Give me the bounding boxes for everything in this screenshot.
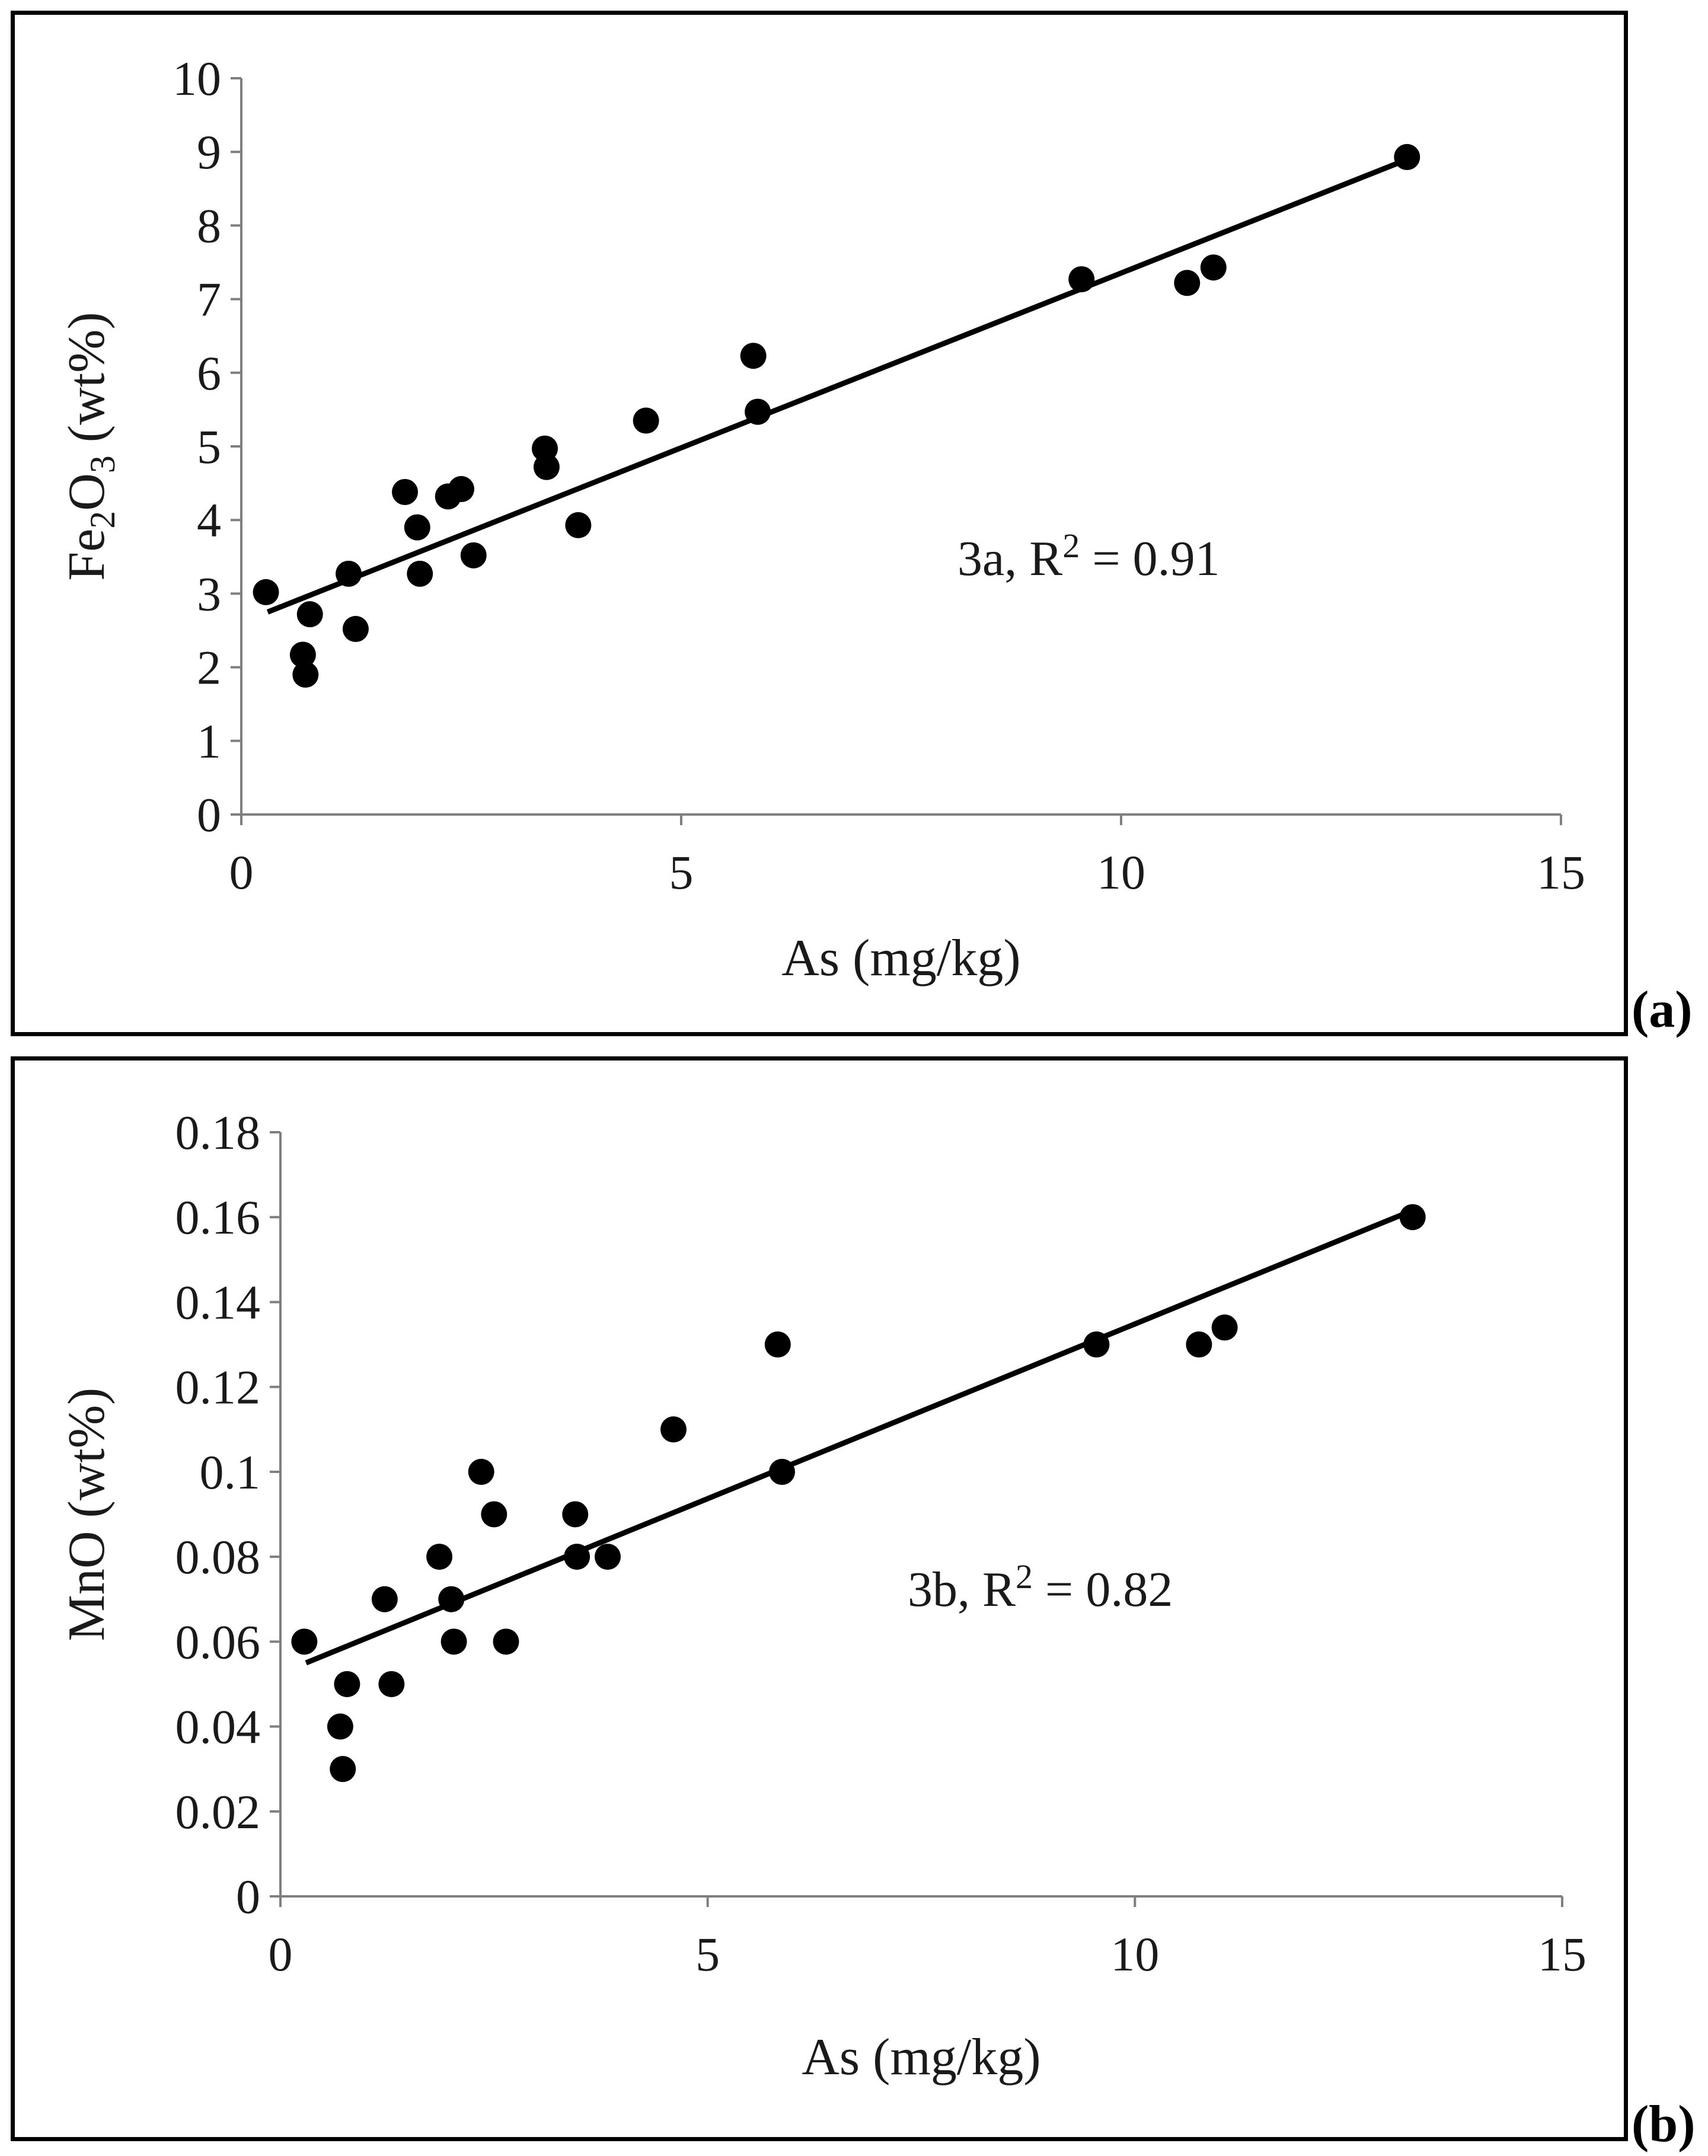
- y-tick-label: 0.1: [200, 1445, 261, 1499]
- data-point: [1083, 1331, 1110, 1358]
- scatter-chart-b: 0 0.02 0.04 0.06 0.08 0.1 0.12 0.14 0.16 0.18 0 5 10…: [58, 1106, 1586, 2086]
- data-point: [565, 512, 592, 538]
- r-squared-annotation: 3a, R2 = 0.91: [957, 526, 1220, 586]
- data-point: [1211, 1314, 1238, 1341]
- y-tick-label: 0: [197, 788, 221, 842]
- scatter-chart-a: 0 1 2 3 4 5 6 7 8 9 10 0 5 10 15 As (mg/kg) Fe2O3 (wt%) 3…: [58, 52, 1585, 987]
- data-point: [438, 1586, 465, 1612]
- y-tick-label: 8: [197, 199, 221, 253]
- y-tick-label: 3: [197, 567, 221, 621]
- x-tick-label: 5: [669, 845, 694, 899]
- y-tick-label: 7: [197, 273, 221, 327]
- x-tick-label: 10: [1110, 1927, 1159, 1981]
- chart-panel-b: 0 0.02 0.04 0.06 0.08 0.1 0.12 0.14 0.16 0.18 0 5 10…: [11, 1056, 1628, 2141]
- data-point: [633, 407, 659, 434]
- data-point: [296, 601, 323, 628]
- y-tick-label: 6: [197, 346, 221, 400]
- data-point: [1186, 1331, 1212, 1358]
- chart-panel-a: 0 1 2 3 4 5 6 7 8 9 10 0 5 10 15 As (mg/kg) Fe2O3 (wt%) 3…: [11, 11, 1628, 1036]
- data-point: [404, 514, 430, 541]
- data-point: [660, 1416, 687, 1443]
- trendline: [305, 1206, 1418, 1666]
- data-point: [371, 1586, 398, 1612]
- data-point: [1200, 254, 1227, 281]
- data-point: [448, 476, 474, 503]
- data-point: [595, 1544, 621, 1570]
- x-axis-title: As (mg/kg): [781, 930, 1020, 987]
- x-tick-label: 15: [1537, 845, 1585, 899]
- data-point: [533, 453, 560, 480]
- y-tick-label: 4: [197, 493, 221, 547]
- y-tick-label: 0.06: [175, 1615, 261, 1669]
- data-point: [1174, 270, 1201, 296]
- data-point: [468, 1458, 494, 1485]
- y-tick-label: 0.14: [175, 1275, 261, 1329]
- y-tick-label: 0.02: [175, 1785, 261, 1839]
- x-tick-label: 15: [1538, 1927, 1586, 1981]
- data-point: [1068, 266, 1095, 293]
- y-tick-label: 0.04: [175, 1700, 261, 1754]
- y-tick-label: 0: [236, 1870, 260, 1924]
- data-point: [764, 1331, 791, 1358]
- panel-label-b: (b): [1632, 2096, 1696, 2153]
- y-tick-label: 0.08: [175, 1530, 261, 1584]
- data-point: [745, 398, 771, 425]
- x-tick-label: 0: [269, 1927, 293, 1981]
- data-point: [291, 1628, 318, 1655]
- x-axis-title: As (mg/kg): [802, 2029, 1040, 2086]
- data-point: [253, 579, 279, 605]
- panel-label-a: (a): [1632, 981, 1693, 1039]
- data-point: [460, 542, 487, 568]
- trendline: [266, 155, 1413, 615]
- data-point: [1394, 143, 1420, 170]
- y-tick-label: 0.16: [175, 1190, 261, 1244]
- y-axis-title: Fe2O3 (wt%): [58, 312, 122, 580]
- data-point: [330, 1756, 356, 1783]
- data-point: [493, 1628, 519, 1655]
- x-tick-label: 10: [1097, 845, 1145, 899]
- data-point: [327, 1713, 353, 1740]
- y-tick-label: 1: [197, 714, 221, 768]
- y-tick-label: 0.12: [175, 1360, 261, 1414]
- y-tick-label: 9: [197, 125, 221, 179]
- data-point: [562, 1501, 589, 1528]
- data-point: [407, 560, 433, 587]
- data-point: [334, 1670, 360, 1697]
- data-point: [289, 641, 316, 668]
- data-point: [336, 560, 362, 587]
- y-tick-label: 0.18: [175, 1106, 261, 1160]
- y-axis-title: MnO (wt%): [58, 1388, 116, 1641]
- y-tick-label: 5: [197, 420, 221, 474]
- y-tick-label: 10: [173, 52, 221, 106]
- data-point: [292, 662, 319, 688]
- data-point: [769, 1458, 796, 1485]
- data-point: [1399, 1204, 1426, 1231]
- r-squared-annotation: 3b, R2 = 0.82: [908, 1557, 1173, 1617]
- data-point: [342, 616, 369, 643]
- data-point: [426, 1544, 453, 1570]
- data-point: [440, 1628, 467, 1655]
- data-point: [564, 1544, 590, 1570]
- x-tick-label: 0: [229, 845, 254, 899]
- data-point: [481, 1501, 507, 1528]
- data-point: [392, 479, 419, 506]
- data-point: [740, 343, 767, 369]
- x-tick-label: 5: [695, 1927, 720, 1981]
- data-point: [378, 1670, 405, 1697]
- y-tick-label: 2: [197, 641, 221, 695]
